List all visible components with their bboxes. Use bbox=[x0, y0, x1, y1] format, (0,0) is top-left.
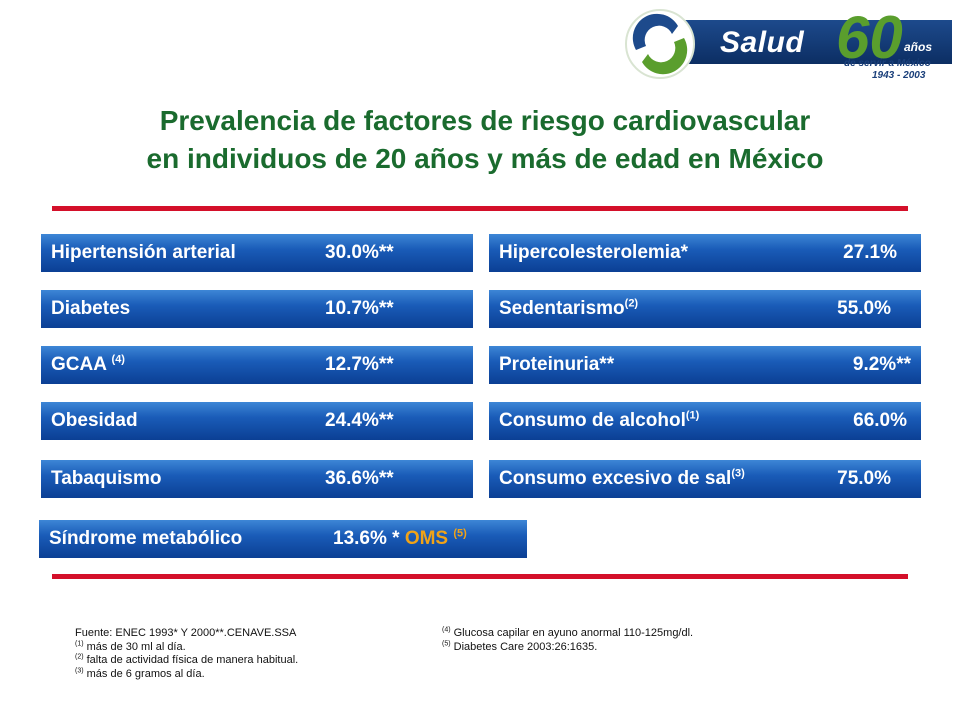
factor-label: Hipercolesterolemia* bbox=[499, 242, 689, 263]
factor-value: 66.0% bbox=[853, 410, 907, 431]
factor-bar-tabaquismo: Tabaquismo 36.6%** bbox=[41, 460, 473, 498]
factor-label: Hipertensión arterial bbox=[51, 242, 236, 263]
factor-bar-proteinuria: Proteinuria** 9.2%** bbox=[489, 346, 921, 384]
logo-subtitle: de servir a México bbox=[844, 58, 931, 69]
title-line-1: Prevalencia de factores de riesgo cardio… bbox=[159, 105, 811, 136]
factor-label: Proteinuria** bbox=[499, 354, 615, 375]
factor-bar-gcaa: GCAA (4) 12.7%** bbox=[41, 346, 473, 384]
factor-value: 75.0% bbox=[837, 468, 891, 489]
bottom-divider bbox=[52, 574, 908, 579]
factor-value: 27.1% bbox=[843, 242, 897, 263]
factor-bar-sal: Consumo excesivo de sal(3) 75.0% bbox=[489, 460, 921, 498]
factor-value: 10.7%** bbox=[325, 298, 394, 319]
factor-value: 13.6% * OMS (5) bbox=[333, 527, 467, 549]
logo-band bbox=[662, 20, 952, 64]
factor-bar-hipertension: Hipertensión arterial 30.0%** bbox=[41, 234, 473, 272]
factor-label: Consumo de alcohol(1) bbox=[499, 409, 700, 431]
logo-anos-text: años bbox=[904, 40, 933, 54]
factor-label: Sedentarismo(2) bbox=[499, 297, 639, 319]
factor-value: 30.0%** bbox=[325, 242, 394, 263]
factor-bar-sindrome-metabolico: Síndrome metabólico 13.6% * OMS (5) bbox=[39, 520, 527, 558]
factor-value: 9.2%** bbox=[852, 354, 911, 375]
logo-salud-text: Salud bbox=[720, 26, 805, 59]
factor-bar-hipercolesterolemia: Hipercolesterolemia* 27.1% bbox=[489, 234, 921, 272]
factor-bar-diabetes: Diabetes 10.7%** bbox=[41, 290, 473, 328]
footnotes-left: Fuente: ENEC 1993* Y 2000**.CENAVE.SSA (… bbox=[75, 627, 298, 681]
footnote-5: (5) Diabetes Care 2003:26:1635. bbox=[442, 639, 598, 653]
footnotes-right: (4) Glucosa capilar en ayuno anormal 110… bbox=[442, 626, 694, 654]
factor-bar-obesidad: Obesidad 24.4%** bbox=[41, 402, 473, 440]
factor-bar-alcohol: Consumo de alcohol(1) 66.0% bbox=[489, 402, 921, 440]
salud-logo: Salud 60 años de servir a México 1943 - … bbox=[622, 6, 952, 82]
factor-label: Diabetes bbox=[51, 298, 131, 319]
logo-60-text: 60 bbox=[836, 4, 903, 71]
factor-label: Tabaquismo bbox=[51, 468, 162, 489]
footnote-1: (1) más de 30 ml al día. bbox=[75, 639, 186, 653]
logo-years: 1943 - 2003 bbox=[872, 70, 926, 81]
factor-label: Síndrome metabólico bbox=[49, 528, 243, 549]
footnote-4: (4) Glucosa capilar en ayuno anormal 110… bbox=[442, 626, 694, 639]
factor-value: 24.4%** bbox=[325, 410, 394, 431]
footnote-2: (2) falta de actividad física de manera … bbox=[75, 653, 299, 666]
factor-bar-sedentarismo: Sedentarismo(2) 55.0% bbox=[489, 290, 921, 328]
top-divider bbox=[52, 206, 908, 211]
oms-label: OMS (5) bbox=[404, 527, 467, 549]
title-line-2: en individuos de 20 años y más de edad e… bbox=[146, 143, 824, 174]
factor-value: 55.0% bbox=[837, 298, 891, 319]
factor-label: GCAA (4) bbox=[51, 353, 125, 375]
page-title: Prevalencia de factores de riesgo cardio… bbox=[40, 102, 930, 178]
factor-label: Obesidad bbox=[51, 410, 138, 431]
factor-value: 12.7%** bbox=[325, 354, 394, 375]
footnote-source: Fuente: ENEC 1993* Y 2000**.CENAVE.SSA bbox=[75, 627, 297, 639]
footnote-3: (3) más de 6 gramos al día. bbox=[75, 666, 205, 680]
factor-label: Consumo excesivo de sal(3) bbox=[499, 467, 745, 489]
salud-swirl-icon bbox=[625, 9, 695, 79]
factor-value: 36.6%** bbox=[325, 468, 394, 489]
